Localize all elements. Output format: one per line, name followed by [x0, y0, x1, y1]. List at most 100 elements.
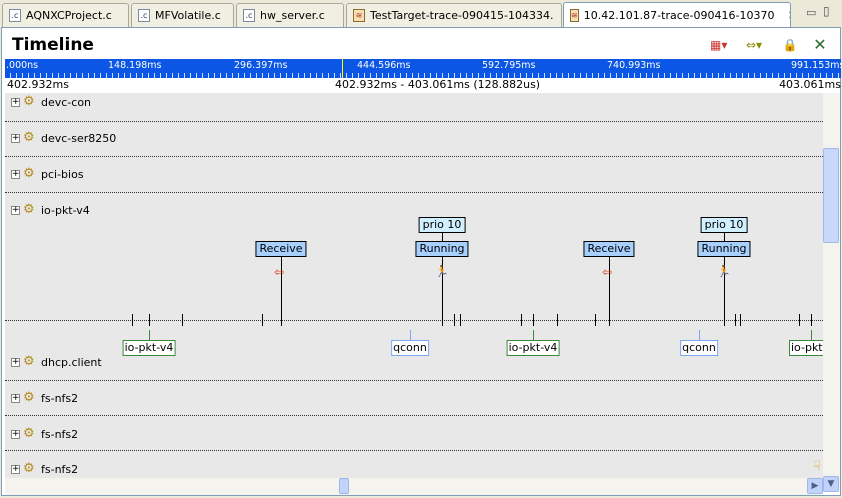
event-tick[interactable] — [149, 314, 150, 326]
zoom-icon[interactable]: ⇔▾ — [746, 38, 763, 52]
process-name: dhcp.client — [41, 355, 102, 369]
prio-event-label[interactable]: prio 10 — [418, 217, 466, 233]
tab-label: hw_server.c — [260, 9, 325, 22]
timeline-panel: Timeline ▦▾ ⇔▾ 🔒 ✕ .000ns 148.198ms 296.… — [1, 27, 842, 496]
ruler-label: 991.153ms — [791, 60, 842, 71]
tab-testtarget-trace[interactable]: ≋ TestTarget-trace-090415-104334. — [346, 3, 562, 27]
process-name: fs-nfs2 — [41, 391, 79, 405]
horizontal-scroll-thumb[interactable] — [339, 478, 349, 494]
vertical-scroll-thumb[interactable] — [823, 148, 839, 243]
process-row[interactable]: + ⚙ pci-bios — [11, 167, 84, 181]
vertical-scrollbar[interactable]: ▼ — [823, 93, 840, 492]
receive-arrow-icon: ⇦ — [273, 265, 285, 279]
range-span: 402.932ms - 403.061ms (128.882us) — [335, 78, 541, 91]
c-file-icon: .c — [9, 9, 21, 22]
minimize-icon[interactable]: ▭ — [806, 6, 817, 19]
event-line — [724, 232, 725, 326]
process-row[interactable]: + ⚙ fs-nfs2 — [11, 462, 78, 476]
timeline-baseline — [5, 320, 823, 321]
row-divider — [5, 156, 823, 157]
scroll-right-button[interactable]: ▶ — [807, 478, 823, 494]
ruler-label: .000ns — [6, 60, 39, 71]
tab-label: MFVolatile.c — [155, 9, 221, 22]
maximize-icon[interactable]: ▯ — [823, 4, 830, 18]
close-tab-icon[interactable]: ✕ — [787, 9, 790, 22]
tab-label: TestTarget-trace-090415-104334. — [370, 9, 554, 22]
event-tick[interactable] — [182, 314, 183, 326]
expand-icon[interactable]: + — [11, 428, 20, 439]
event-line — [442, 232, 443, 326]
range-row: 402.932ms 402.932ms - 403.061ms (128.882… — [5, 78, 841, 92]
expand-icon[interactable]: + — [11, 204, 20, 215]
tab-active-trace[interactable]: ≋ 10.42.101.87-trace-090416-10370 ✕ — [563, 2, 791, 28]
close-view-icon[interactable]: ✕ — [813, 35, 827, 54]
process-gear-icon: ⚙ — [23, 166, 35, 181]
c-file-icon: .c — [138, 9, 150, 22]
selection-marker[interactable] — [342, 59, 343, 78]
process-row[interactable]: + ⚙ dhcp.client — [11, 355, 102, 369]
expand-icon[interactable]: + — [11, 132, 20, 143]
expand-icon[interactable]: + — [11, 168, 20, 179]
process-name: io-pkt-v4 — [41, 203, 90, 217]
tab-mfvolatile[interactable]: .c MFVolatile.c — [131, 3, 234, 27]
tab-aqnxcproject[interactable]: .c AQNXCProject.c — [2, 3, 129, 27]
event-tick[interactable] — [454, 314, 455, 326]
ruler-label: 444.596ms — [357, 60, 411, 71]
running-event-label[interactable]: Running — [415, 241, 469, 257]
partition-label[interactable]: io-pkt-v4 — [789, 340, 823, 356]
process-gear-icon: ⚙ — [23, 130, 35, 145]
partition-line — [410, 330, 411, 340]
row-divider — [5, 450, 823, 451]
row-divider — [5, 121, 823, 122]
tab-label: AQNXCProject.c — [26, 9, 112, 22]
event-tick[interactable] — [132, 314, 133, 326]
process-name: fs-nfs2 — [41, 462, 79, 476]
range-start: 402.932ms — [7, 78, 69, 91]
ruler-label: 592.795ms — [482, 60, 536, 71]
filter-icon[interactable]: ▦▾ — [710, 38, 728, 52]
process-row[interactable]: + ⚙ io-pkt-v4 — [11, 203, 90, 217]
partition-line — [533, 330, 534, 340]
partition-label[interactable]: io-pkt-v4 — [122, 340, 176, 356]
tab-hw-server[interactable]: .c hw_server.c — [236, 3, 344, 27]
running-icon: 🏃 — [435, 265, 449, 278]
event-tick[interactable] — [460, 314, 461, 326]
process-name: fs-nfs2 — [41, 427, 79, 441]
process-row[interactable]: + ⚙ devc-ser8250 — [11, 131, 116, 145]
event-tick[interactable] — [595, 314, 596, 326]
event-tick[interactable] — [799, 314, 800, 326]
event-tick[interactable] — [740, 314, 741, 326]
running-event-label[interactable]: Running — [697, 241, 751, 257]
time-ruler[interactable]: .000ns 148.198ms 296.397ms 444.596ms 592… — [5, 59, 842, 78]
range-end: 403.061ms — [779, 78, 841, 91]
event-tick[interactable] — [262, 314, 263, 326]
process-row[interactable]: + ⚙ fs-nfs2 — [11, 391, 78, 405]
horizontal-scrollbar[interactable]: ▶ — [5, 478, 823, 495]
receive-event-label[interactable]: Receive — [583, 241, 635, 257]
process-row[interactable]: + ⚙ fs-nfs2 — [11, 427, 78, 441]
partition-label[interactable]: qconn — [391, 340, 429, 356]
partition-label[interactable]: io-pkt-v4 — [506, 340, 560, 356]
scroll-down-button[interactable]: ▼ — [823, 476, 839, 492]
expand-icon[interactable]: + — [11, 96, 20, 107]
event-tick[interactable] — [533, 314, 534, 326]
receive-event-label[interactable]: Receive — [255, 241, 307, 257]
partition-line — [149, 330, 150, 340]
ruler-label: 296.397ms — [234, 60, 288, 71]
process-name: devc-con — [41, 95, 92, 109]
partition-label[interactable]: qconn — [680, 340, 718, 356]
process-row[interactable]: + ⚙ devc-con — [11, 95, 91, 109]
event-tick[interactable] — [811, 314, 812, 326]
ruler-label: 740.993ms — [607, 60, 661, 71]
timeline-content[interactable]: + ⚙ devc-con + ⚙ devc-ser8250 + ⚙ pci-bios + ⚙ i… — [5, 93, 823, 478]
event-tick[interactable] — [521, 314, 522, 326]
lock-icon[interactable]: 🔒 — [782, 38, 798, 52]
process-gear-icon: ⚙ — [23, 461, 35, 476]
event-tick[interactable] — [557, 314, 558, 326]
process-gear-icon: ⚙ — [23, 202, 35, 217]
expand-icon[interactable]: + — [11, 392, 20, 403]
expand-icon[interactable]: + — [11, 356, 20, 367]
prio-event-label[interactable]: prio 10 — [700, 217, 748, 233]
expand-icon[interactable]: + — [11, 463, 20, 474]
event-tick[interactable] — [735, 314, 736, 326]
